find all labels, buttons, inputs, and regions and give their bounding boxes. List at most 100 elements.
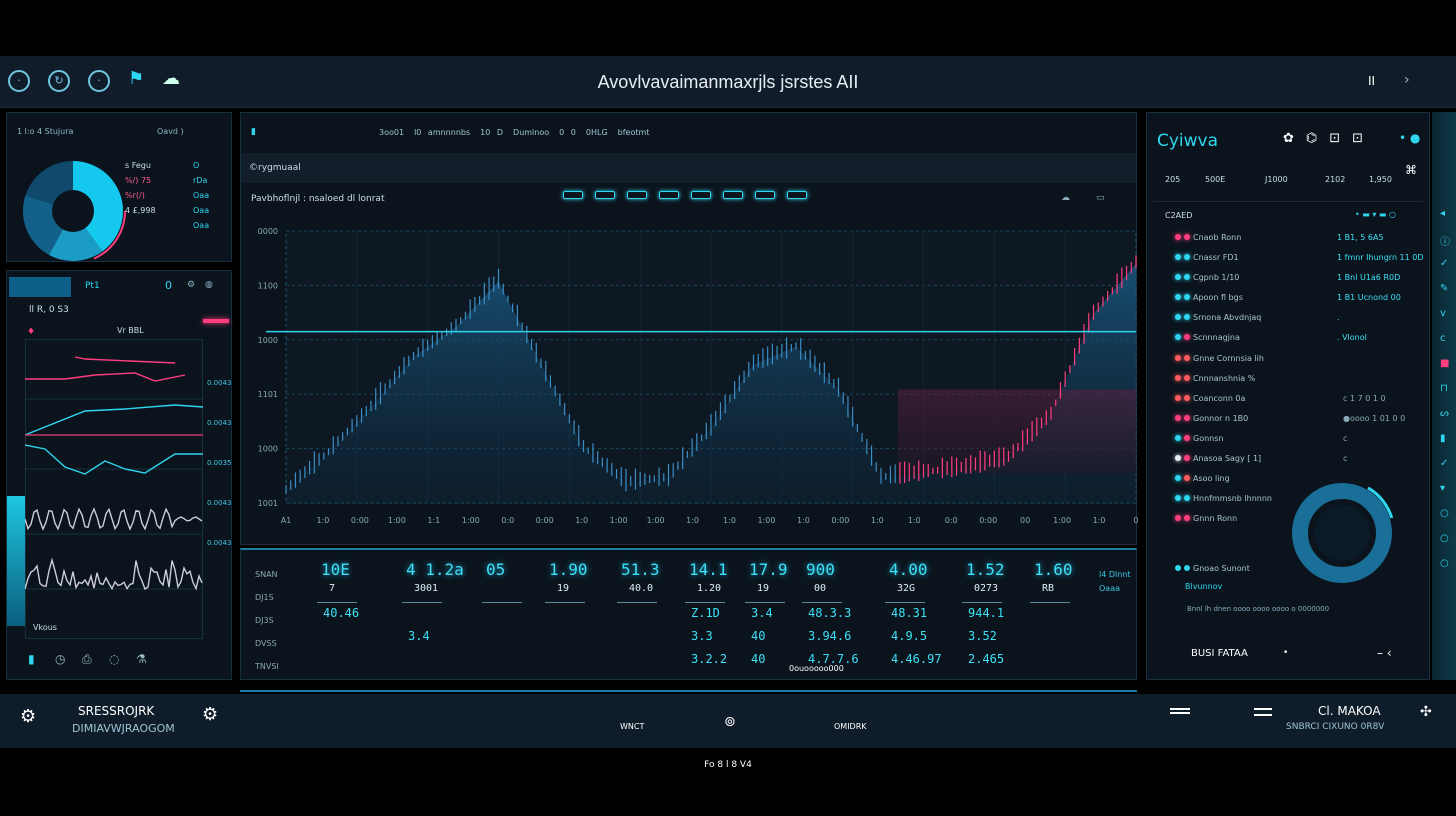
- column-sub: RB: [1042, 583, 1054, 594]
- column-sub: 7: [329, 583, 335, 594]
- battery-icon[interactable]: ▮: [28, 652, 35, 666]
- watchlist-item[interactable]: Cnassr FD1: [1175, 253, 1239, 267]
- column-header[interactable]: 1,950: [1369, 175, 1392, 184]
- lock-icon[interactable]: ⊚: [724, 714, 736, 730]
- watchlist-item[interactable]: Gnne Cornnsia lih: [1175, 354, 1264, 368]
- sidebar-icon[interactable]: ✓: [1440, 458, 1448, 469]
- watchlist-item[interactable]: Asoo ling: [1175, 474, 1230, 488]
- sidebar-icon[interactable]: c: [1440, 333, 1446, 344]
- toolbar-item[interactable]: l0 amnnnnbs: [414, 128, 470, 137]
- y-tick-label: 0000: [258, 227, 278, 236]
- watchlist-item[interactable]: Gonnor n 1B0: [1175, 414, 1248, 428]
- settings-icon[interactable]: ⚙: [202, 704, 218, 725]
- watchlist-item[interactable]: Gonnsn: [1175, 434, 1223, 448]
- brand-site[interactable]: DIMIAVWJRAOGOM: [72, 722, 175, 735]
- watchlist-item[interactable]: Anasoa Sagy [ 1]: [1175, 454, 1261, 468]
- cloud-icon[interactable]: ☁: [1061, 193, 1070, 203]
- account-label[interactable]: Cl. MAKOA: [1318, 704, 1381, 718]
- cursor-icon[interactable]: [723, 191, 743, 199]
- tab-zero[interactable]: 0: [165, 279, 172, 292]
- sidebar-icon[interactable]: ▮: [1440, 433, 1446, 444]
- bottom-link-left[interactable]: WNCT: [620, 722, 644, 731]
- sidebar-icon[interactable]: ○: [1440, 508, 1449, 519]
- action-button[interactable]: BUSI FATAA: [1191, 648, 1248, 659]
- sidebar-icon[interactable]: ○: [1440, 558, 1449, 569]
- sidebar-icon[interactable]: ○: [1440, 533, 1449, 544]
- status-dot: [1184, 495, 1190, 501]
- x-tick-label: 0:00: [536, 516, 554, 525]
- watchlist-item[interactable]: Cnnnanshnia %: [1175, 374, 1255, 388]
- bottom-bar: ⚙ SRESSROJRK DIMIAVWJRAOGOM ⚙ WNCT ⊚ OMI…: [0, 694, 1456, 748]
- y-tick-label: 1001: [258, 499, 278, 508]
- legend-value: Oaa: [193, 191, 209, 200]
- gauge: [1287, 478, 1397, 588]
- line-icon[interactable]: [595, 191, 615, 199]
- toolbar-item[interactable]: bfeotmt: [618, 128, 650, 137]
- x-tick-label: 1:0: [686, 516, 699, 525]
- footer-note: Bnnl lh dnen oooo oooo oooo o 0000000: [1187, 605, 1329, 613]
- expand-icon[interactable]: ✣: [1420, 704, 1432, 720]
- window-icon[interactable]: ▭: [1096, 193, 1105, 203]
- settings-icon[interactable]: ⚙: [187, 280, 195, 290]
- sidebar-icon[interactable]: ✓: [1440, 258, 1448, 269]
- sidebar-icon[interactable]: v: [1440, 308, 1446, 319]
- legend-label: 4 £,998: [125, 206, 156, 215]
- printer-icon[interactable]: ⎙: [82, 652, 92, 667]
- watchlist-item[interactable]: Srnona Abvdnjaq: [1175, 313, 1261, 327]
- toolbar-item[interactable]: 10 D: [480, 128, 503, 137]
- menu-icon[interactable]: ▮: [251, 127, 256, 137]
- cell-value: 3.4: [751, 606, 773, 620]
- sidebar-icon[interactable]: ■: [1440, 358, 1449, 369]
- nav-icons[interactable]: – ‹: [1377, 646, 1392, 660]
- toolbar-item[interactable]: Dumlnoo: [513, 128, 549, 137]
- network-icon[interactable]: ⚗: [136, 652, 147, 666]
- sidebar-icon[interactable]: ᔕ: [1440, 408, 1449, 419]
- toolbar-item[interactable]: 0HLG: [586, 128, 608, 137]
- sidebar-icon[interactable]: ▾: [1440, 483, 1445, 494]
- divider: [545, 602, 585, 603]
- bar-icon[interactable]: [563, 191, 583, 199]
- area-icon[interactable]: [659, 191, 679, 199]
- panel-menu[interactable]: Oavd ): [157, 127, 184, 136]
- globe-icon[interactable]: ◍: [205, 280, 213, 290]
- sidebar-icon[interactable]: ✎: [1440, 283, 1448, 294]
- signals-panel: Pt1 0 ⚙ ◍ ll R, 0 S3 ♦ Vr BBL Vkous 0.00…: [6, 270, 232, 680]
- sidebar-icon[interactable]: ⊓: [1440, 383, 1448, 394]
- toolbar-item[interactable]: 0 0: [559, 128, 576, 137]
- column-header[interactable]: J1000: [1265, 175, 1288, 184]
- wave-icon[interactable]: [627, 191, 647, 199]
- bottom-link-right[interactable]: OMIDRK: [834, 722, 867, 731]
- y-tick-label: 1000: [258, 336, 278, 345]
- watchlist-item[interactable]: Apoon fl bgs: [1175, 293, 1243, 307]
- tab-active[interactable]: [9, 277, 71, 297]
- list-icon[interactable]: [1254, 708, 1272, 716]
- cell-value: 40.46: [323, 606, 359, 620]
- column-header[interactable]: 2102: [1325, 175, 1345, 184]
- series-white-2: [25, 560, 202, 589]
- highlight-zone: [898, 390, 1136, 473]
- box-icon[interactable]: [787, 191, 807, 199]
- sidebar-icon[interactable]: ⓘ: [1440, 233, 1450, 248]
- tab-pt[interactable]: Pt1: [85, 281, 100, 291]
- network-icon[interactable]: ⌘: [1405, 163, 1417, 177]
- column-header[interactable]: 500E: [1205, 175, 1225, 184]
- watchlist-item[interactable]: Hnnfmmsnb lhnnnn: [1175, 494, 1272, 508]
- section-icons[interactable]: • ▬ ▾ ▬ ○: [1355, 210, 1396, 219]
- toolbar-icons[interactable]: ✿⌬⊡⊡: [1283, 131, 1375, 146]
- clock-icon[interactable]: ◷: [55, 652, 65, 666]
- watchlist-item[interactable]: Scnnnagjna: [1175, 333, 1240, 347]
- toolbar-item[interactable]: 3oo01: [379, 128, 404, 137]
- column-header[interactable]: 205: [1165, 175, 1180, 184]
- menu-icon[interactable]: [1170, 708, 1190, 714]
- watchlist-item[interactable]: Cnaob Ronn: [1175, 233, 1241, 247]
- candle-icon[interactable]: [691, 191, 711, 199]
- watchlist-item[interactable]: Gnnn Ronn: [1175, 514, 1237, 528]
- status-dot: [1184, 334, 1190, 340]
- sidebar-icon[interactable]: ◂: [1440, 208, 1445, 219]
- chat-icon[interactable]: ◌: [109, 652, 119, 666]
- brand-name: SRESSROJRK: [78, 704, 154, 718]
- watchlist-item[interactable]: Coanconn 0a: [1175, 394, 1245, 408]
- watchlist-item[interactable]: Cgpnb 1/10: [1175, 273, 1239, 287]
- arrow-icon[interactable]: [755, 191, 775, 199]
- gear-icon[interactable]: ⚙: [20, 706, 36, 727]
